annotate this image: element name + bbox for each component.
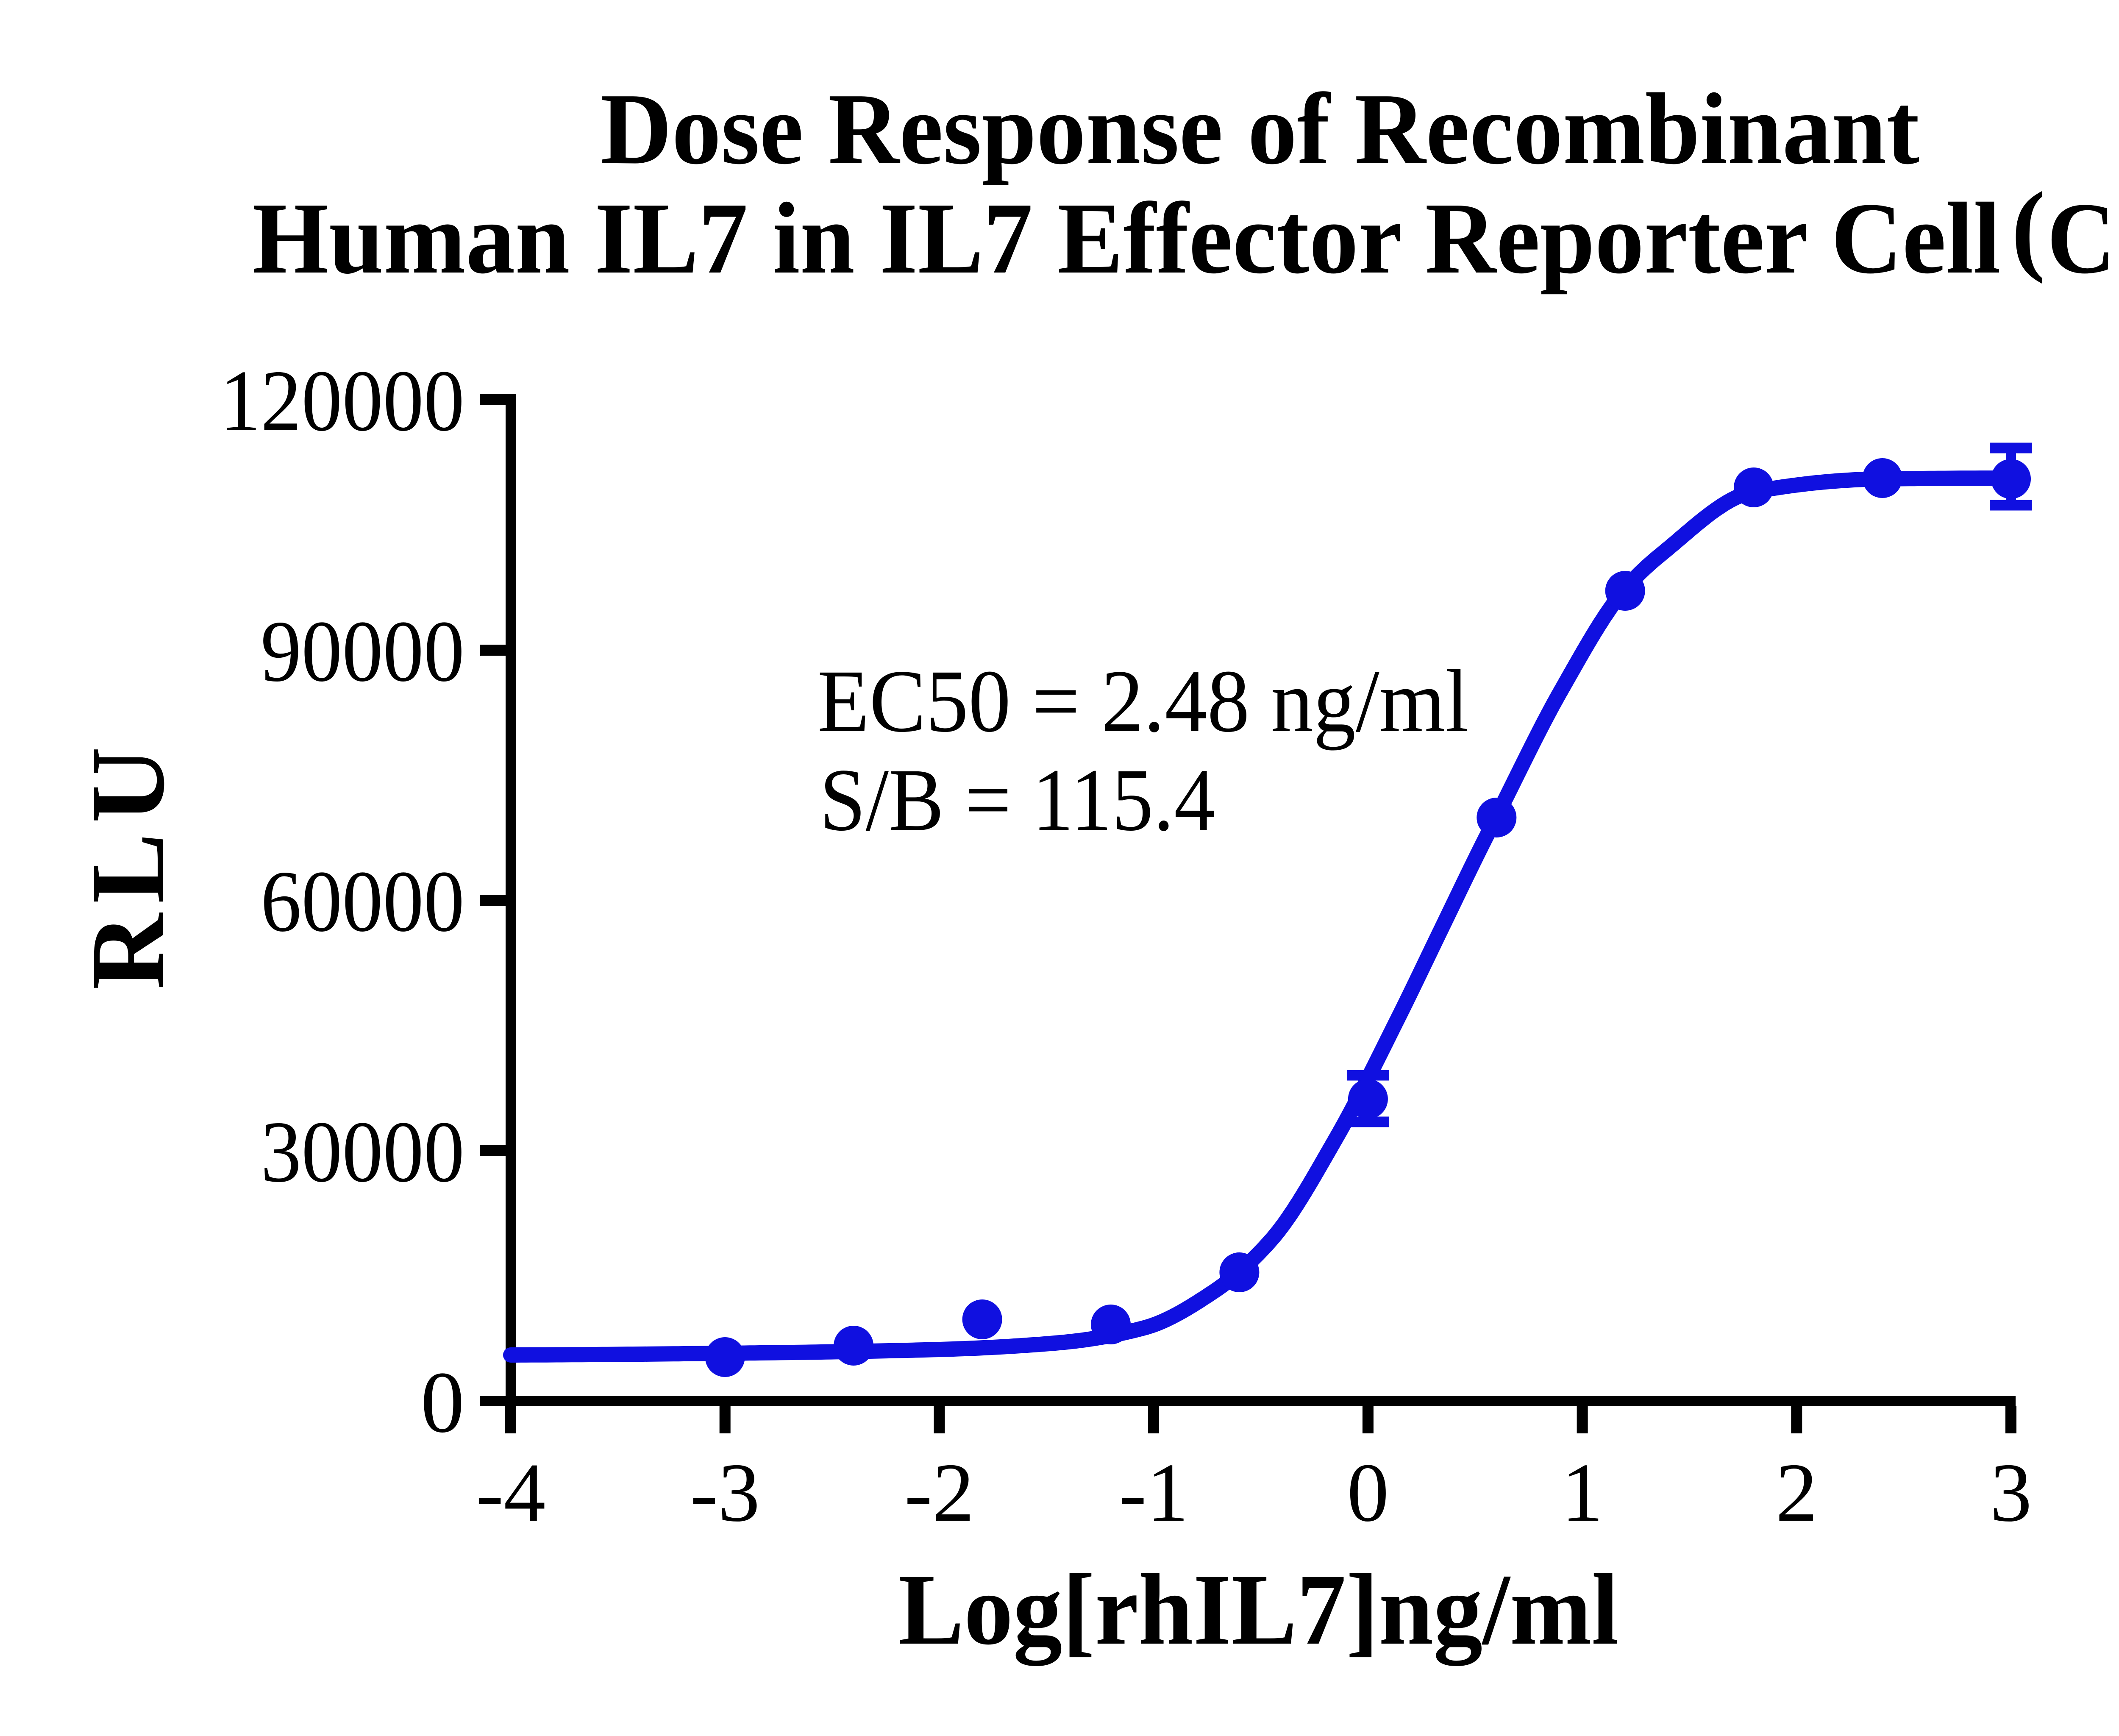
svg-text:Log[rhIL7]ng/ml: Log[rhIL7]ng/ml — [898, 1553, 1619, 1666]
svg-text:-1: -1 — [1119, 1446, 1189, 1539]
svg-text:60000: 60000 — [261, 853, 464, 950]
svg-text:RLU: RLU — [69, 747, 186, 990]
svg-text:2: 2 — [1776, 1446, 1818, 1539]
svg-text:Human IL7 in IL7 Effector Repo: Human IL7 in IL7 Effector Reporter Cell — [252, 182, 2001, 295]
svg-text:(: ( — [2011, 171, 2045, 284]
svg-text:Dose Response of Recombinant: Dose Response of Recombinant — [601, 72, 1919, 186]
svg-text:3: 3 — [1990, 1446, 2032, 1539]
svg-text:30000: 30000 — [261, 1103, 464, 1200]
svg-text:-4: -4 — [476, 1446, 546, 1539]
svg-text:-3: -3 — [690, 1446, 760, 1539]
svg-text:120000: 120000 — [220, 352, 464, 449]
svg-text:C20: C20 — [2047, 182, 2119, 295]
svg-text:0: 0 — [421, 1354, 465, 1451]
svg-text:EC50 = 2.48 ng/ml: EC50 = 2.48 ng/ml — [818, 651, 1469, 751]
svg-text:S/B = 115.4: S/B = 115.4 — [820, 750, 1215, 849]
svg-text:0: 0 — [1347, 1446, 1389, 1539]
svg-text:90000: 90000 — [261, 603, 464, 700]
svg-text:1: 1 — [1561, 1446, 1603, 1539]
svg-text:-2: -2 — [904, 1446, 974, 1539]
